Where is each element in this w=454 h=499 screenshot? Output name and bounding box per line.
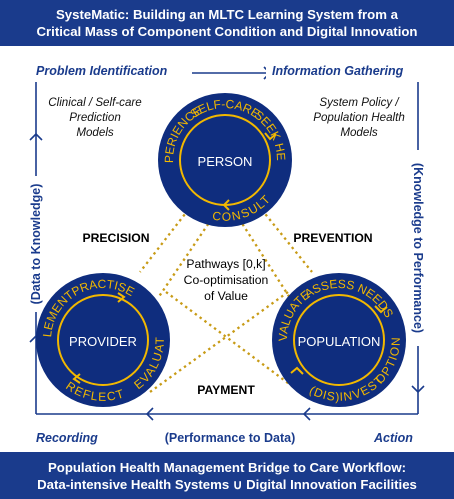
population-title: POPULATION (298, 334, 381, 349)
label-bg-recording (26, 424, 112, 448)
center-line-3: of Value (204, 289, 248, 303)
provider-cycle-arrow-2 (72, 373, 81, 384)
stage-data-to-knowledge: (Data to Knowledge) (29, 184, 43, 305)
provider-cycle-arrow-1 (117, 292, 126, 303)
models-left-line-2: Prediction (69, 111, 121, 124)
header-banner: SysteMatic: Building an MLTC Learning Sy… (0, 0, 454, 46)
provider-ring-practise: PRACTISE (69, 277, 137, 299)
link-person-population-inner (235, 213, 291, 299)
footer-line-2: Data-intensive Health Systems ∪ Digital … (37, 476, 417, 492)
stage-information-gathering: Information Gathering (272, 64, 404, 78)
models-right-line-2: Population Health (313, 111, 405, 124)
person-cycle-arrow-1 (264, 132, 277, 141)
population-circle-body (272, 273, 406, 407)
header-line-2: Critical Mass of Component Condition and… (36, 24, 418, 39)
models-right-line-1: System Policy / (319, 96, 400, 109)
label-bg-action (368, 424, 424, 448)
stage-performance-to-data: (Performance to Data) (165, 431, 296, 445)
footer-banner: Population Health Management Bridge to C… (0, 452, 454, 499)
models-left-line-3: Models (76, 126, 114, 139)
frame-left-arrow-2 (29, 132, 43, 141)
center-line-2: Co-optimisation (184, 273, 269, 287)
label-bg-data-knowledge (26, 176, 46, 312)
stage-recording: Recording (36, 431, 98, 445)
label-bg-problem (24, 56, 192, 82)
label-bg-knowledge-performance (408, 150, 428, 346)
link-cross-1 (165, 291, 301, 393)
population-cycle-arrow-1 (374, 305, 388, 314)
provider-cycle-ring (57, 294, 149, 386)
link-person-provider-inner (157, 213, 216, 299)
label-bg-information (266, 56, 428, 82)
center-line-1: Pathways [0,k] (186, 257, 265, 271)
provider-title: PROVIDER (69, 334, 137, 349)
person-cycle-arrow-2 (222, 199, 230, 211)
stage-problem-identification: Problem Identification (36, 64, 168, 78)
link-person-population-outer (257, 204, 313, 273)
stage-knowledge-to-performance: (Knowledge to Performance) (411, 163, 425, 333)
person-circle-body (158, 93, 292, 227)
label-payment: PAYMENT (197, 383, 255, 397)
models-right-line-3: Models (340, 126, 378, 139)
provider-circle-body (36, 273, 170, 407)
label-precision: PRECISION (82, 231, 149, 245)
frame-bottom-arrow-2 (145, 407, 154, 421)
person-title: PERSON (198, 154, 253, 169)
label-bg-performance (150, 424, 308, 448)
frame-right-arrow-2 (411, 385, 425, 394)
header-line-1: SysteMatic: Building an MLTC Learning Sy… (56, 7, 398, 22)
link-cross-2 (149, 291, 289, 393)
population-cycle-arrow-2 (290, 366, 304, 375)
label-prevention: PREVENTION (293, 231, 372, 245)
footer-line-1: Population Health Management Bridge to C… (47, 459, 407, 475)
frame-bottom-arrow-1 (302, 407, 311, 421)
models-left-line-1: Clinical / Self-care (48, 96, 142, 109)
population-cycle-ring (293, 294, 385, 386)
link-person-provider-outer (139, 204, 193, 273)
stage-action: Action (373, 431, 413, 445)
